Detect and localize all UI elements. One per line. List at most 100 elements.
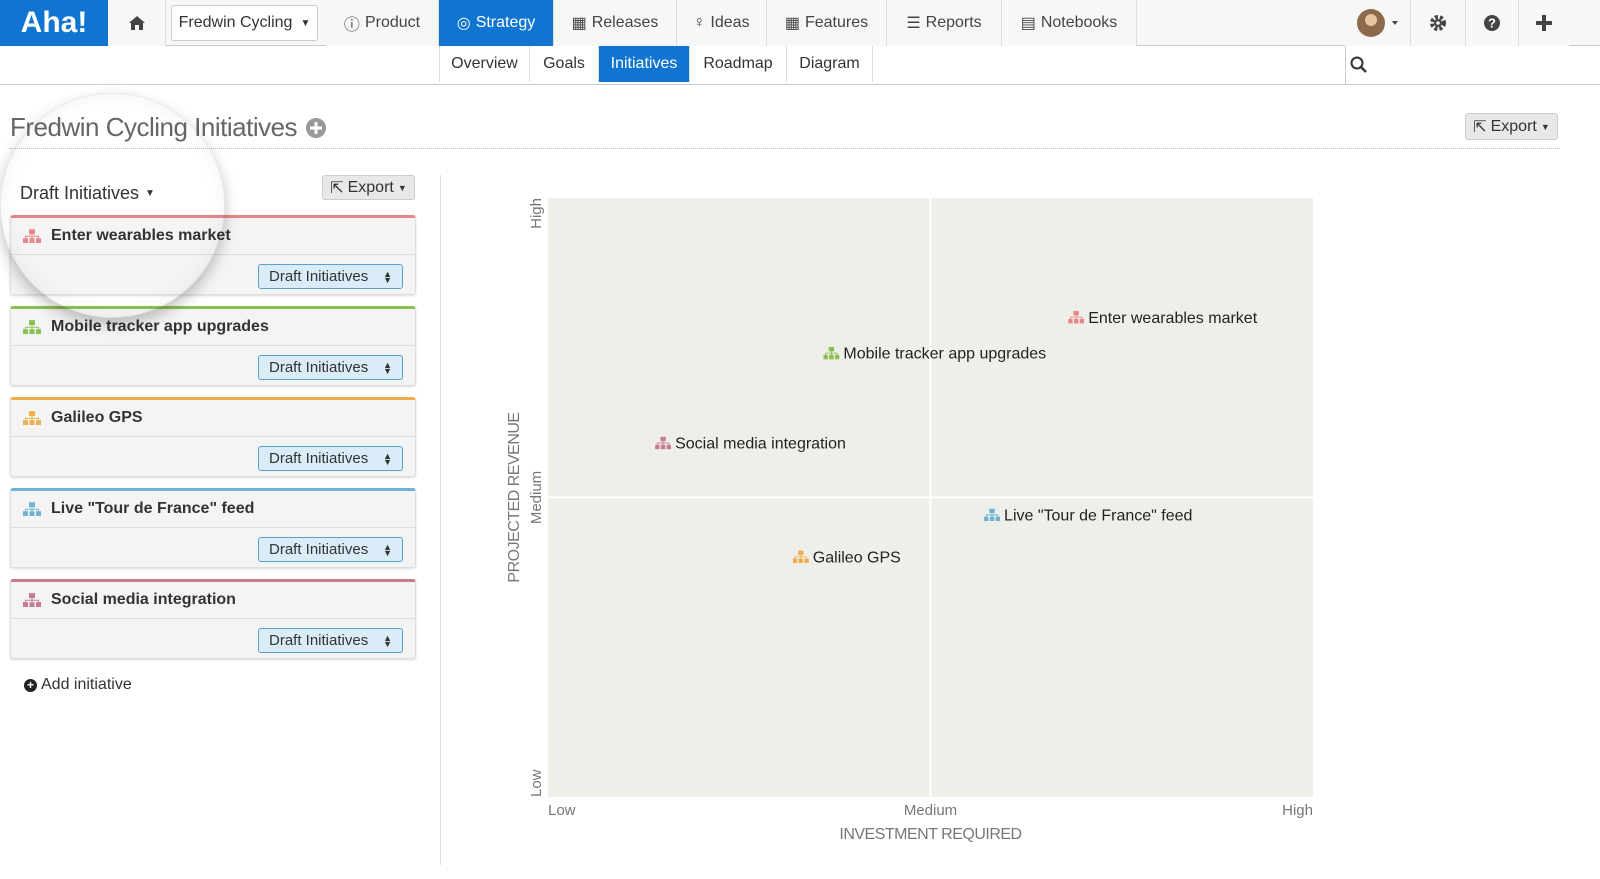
home-icon [128, 16, 145, 30]
matrix-point [792, 550, 809, 564]
add-icon: + [24, 678, 37, 692]
x-tick-label: High [1282, 802, 1313, 819]
status-select[interactable]: Draft Initiatives ▲ ▼ [258, 264, 403, 289]
column-divider [440, 175, 441, 865]
initiative-name: Live "Tour de France" feed [51, 500, 255, 517]
nav-label: Strategy [475, 14, 536, 31]
settings-button[interactable] [1411, 0, 1466, 46]
nav-icon: ▦ [784, 15, 800, 32]
home-button[interactable] [108, 0, 166, 46]
nav-item[interactable]: ⓘ Product [326, 0, 439, 46]
y-tick-label: Medium [528, 471, 545, 524]
add-initiative-icon[interactable] [305, 117, 327, 139]
svg-text:?: ? [1488, 16, 1496, 31]
x-tick-label: Medium [904, 802, 957, 819]
matrix-point [984, 508, 1001, 522]
y-tick-label: Low [528, 769, 545, 797]
initiative-icon [23, 502, 41, 521]
nav-item[interactable]: ◎ Strategy [439, 0, 554, 46]
status-label: Draft Initiatives [269, 541, 369, 558]
x-axis-title: INVESTMENT REQUIRED [839, 826, 1021, 843]
subnav-item[interactable]: Initiatives [599, 46, 690, 82]
nav-icon: ◎ [456, 15, 471, 32]
initiative-icon [23, 229, 41, 248]
nav-label: Features [804, 14, 869, 31]
status-label: Draft Initiatives [269, 359, 369, 376]
logo[interactable]: Aha! [0, 0, 108, 46]
point-label: Enter wearables market [1088, 310, 1258, 327]
filter-dropdown[interactable]: Draft Initiatives ▼ [20, 183, 155, 203]
nav-label: Reports [925, 14, 982, 31]
y-axis-title: PROJECTED REVENUE [506, 412, 523, 582]
filter-label: Draft Initiatives [20, 183, 140, 203]
status-label: Draft Initiatives [269, 450, 369, 467]
initiative-card[interactable]: Social media integration Draft Initiative… [10, 579, 416, 659]
initiative-header: Enter wearables market [11, 218, 415, 255]
nav-item[interactable]: ☰ Reports [887, 0, 1002, 46]
point-label: Social media integration [675, 436, 846, 453]
nav-item[interactable]: ▤ Notebooks [1002, 0, 1137, 46]
subnav-item[interactable]: Diagram [787, 46, 873, 82]
nav-label: Notebooks [1040, 14, 1118, 31]
initiative-icon [23, 411, 41, 430]
x-tick-label: Low [548, 802, 576, 819]
initiative-card[interactable]: Mobile tracker app upgrades Draft Initiat… [10, 306, 416, 386]
initiative-icon [23, 320, 41, 339]
point-label: Galileo GPS [813, 549, 901, 566]
initiative-card[interactable]: Galileo GPS Draft Initiatives ▲ ▼ [10, 397, 416, 477]
subnav-item[interactable]: Goals [530, 46, 599, 82]
list-export-label: Export [347, 178, 394, 196]
matrix-point [1068, 310, 1085, 324]
matrix-point [823, 346, 840, 360]
subnav-item[interactable]: Roadmap [690, 46, 787, 82]
subnav-item[interactable]: Overview [440, 46, 530, 82]
subnav-border [0, 84, 1600, 85]
status-select[interactable]: Draft Initiatives ▲ ▼ [258, 628, 403, 653]
initiative-name: Mobile tracker app upgrades [51, 318, 269, 335]
initiative-card[interactable]: Live "Tour de France" feed Draft Initiati… [10, 488, 416, 568]
initiative-card[interactable]: Enter wearables market Draft Initiatives ▲… [10, 215, 416, 295]
nav-label: Product [364, 14, 421, 31]
initiative-name: Galileo GPS [51, 409, 143, 426]
status-select[interactable]: Draft Initiatives ▲ ▼ [258, 355, 403, 380]
page-export-button[interactable]: ⇱ Export ▼ [1465, 113, 1558, 140]
nav-icon: ☰ [906, 15, 921, 32]
status-caret: ▲ ▼ [383, 359, 392, 376]
point-label: Live "Tour de France" feed [1004, 507, 1192, 524]
help-button[interactable]: ? [1466, 0, 1519, 46]
initiative-icon [23, 593, 41, 612]
nav-icon: ▤ [1020, 15, 1036, 32]
product-selector-label: Fredwin Cycling [178, 14, 293, 31]
status-select[interactable]: Draft Initiatives ▲ ▼ [258, 537, 403, 562]
status-caret: ▲ ▼ [383, 450, 392, 467]
status-caret: ▲ ▼ [383, 541, 392, 558]
avatar-menu[interactable] [1345, 0, 1411, 46]
page-title: Fredwin Cycling Initiatives [10, 112, 298, 142]
nav-icon: ⓘ [343, 17, 360, 34]
add-label: Add initiative [41, 676, 132, 693]
add-initiative[interactable]: + Add initiative [24, 676, 132, 694]
nav-label: Releases [591, 14, 659, 31]
matrix-point [655, 436, 672, 450]
status-label: Draft Initiatives [269, 268, 369, 285]
subnav-divider [439, 46, 440, 82]
point-label: Mobile tracker app upgrades [843, 346, 1046, 363]
product-selector[interactable]: Fredwin Cycling ▼ [171, 5, 318, 41]
title-divider [10, 148, 1560, 149]
status-select[interactable]: Draft Initiatives ▲ ▼ [258, 446, 403, 471]
page-export-label: Export [1490, 117, 1537, 135]
initiative-name: Social media integration [51, 591, 236, 608]
initiative-header: Galileo GPS [11, 400, 415, 437]
nav-item[interactable]: ▦ Releases [554, 0, 677, 46]
nav-icon: ▦ [571, 15, 587, 32]
nav-item[interactable]: ♀ Ideas [677, 0, 767, 46]
search-icon[interactable] [1350, 56, 1368, 79]
nav-icon: ♀ [693, 14, 706, 31]
nav-item[interactable]: ▦ Features [767, 0, 887, 46]
add-button[interactable] [1519, 0, 1569, 46]
nav-label: Ideas [710, 14, 750, 31]
status-label: Draft Initiatives [269, 632, 369, 649]
list-export-button[interactable]: ⇱ Export ▼ [322, 175, 415, 200]
